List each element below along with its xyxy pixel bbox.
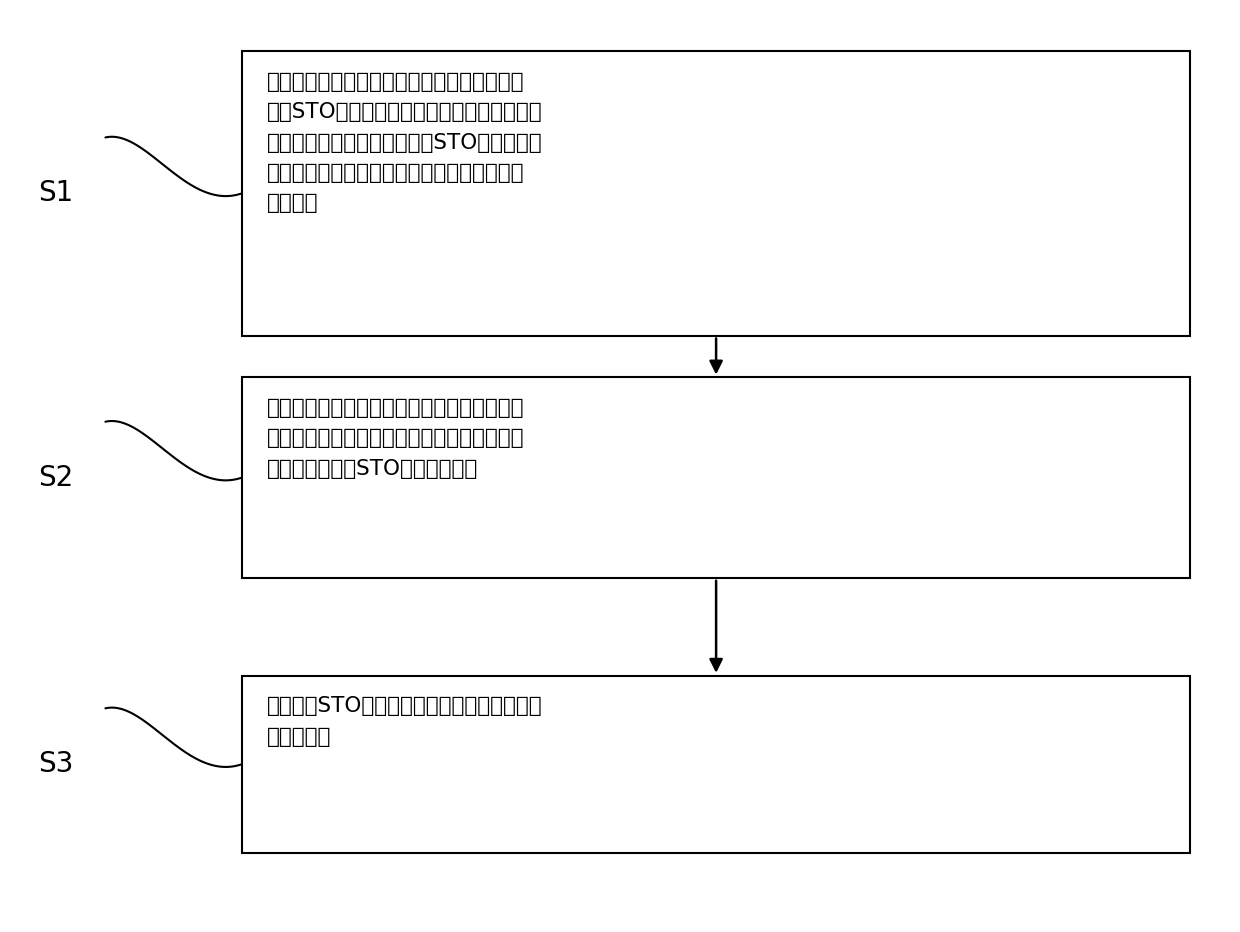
Text: 将得到的可测试介电性能的大瓷片进行电、热
处理，将处理后可测试介电性能的大瓷片进行
切片处理，得到STO晶界层电容器: 将得到的可测试介电性能的大瓷片进行电、热 处理，将处理后可测试介电性能的大瓷片进… — [267, 398, 525, 479]
Text: 运用流延法制备基片生坯，将基片生坯半导化
得到STO基片，选取多种成分的金属与非金属
氧化物的混合物作为氧化剂对STO基片进行绝
缘化以及印刷电极，制备得到可测: 运用流延法制备基片生坯，将基片生坯半导化 得到STO基片，选取多种成分的金属与非… — [267, 72, 542, 213]
Text: 将得到的STO晶界层电容器进行绝缘电阻及介
电参数测量: 将得到的STO晶界层电容器进行绝缘电阻及介 电参数测量 — [267, 696, 542, 747]
Bar — [242, 377, 1190, 578]
Bar — [242, 676, 1190, 853]
Bar — [242, 51, 1190, 336]
Text: S3: S3 — [38, 750, 73, 778]
Text: S1: S1 — [38, 179, 73, 208]
Text: S2: S2 — [38, 463, 73, 492]
